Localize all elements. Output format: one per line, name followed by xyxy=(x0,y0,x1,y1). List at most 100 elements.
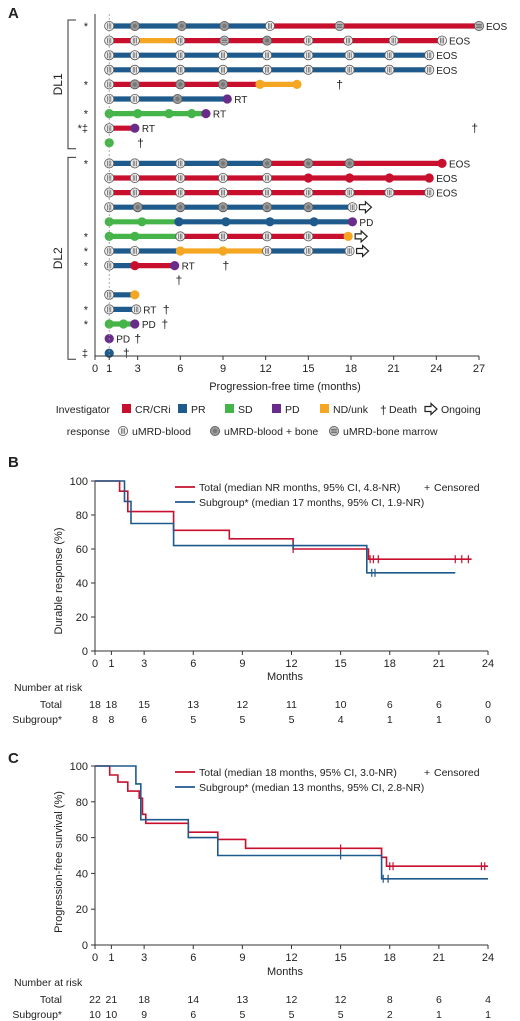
swim-marker-4-1 xyxy=(129,79,140,90)
swimmer-end-label: RT xyxy=(182,262,195,273)
panelB-risk-value: 8 xyxy=(92,714,98,726)
panelB-risk-value: 15 xyxy=(138,699,150,711)
panel-a-xtick-label: 3 xyxy=(135,363,141,375)
panel-b-ylabel: Durable response (%) xyxy=(53,528,65,635)
swim-marker-4-5 xyxy=(292,79,302,89)
panelC-risk-value: 10 xyxy=(106,1009,118,1021)
swim-marker-13-5 xyxy=(309,217,319,227)
panelC-ytick-label: 100 xyxy=(70,761,88,773)
panel-a-legend: Investigator response CR/CRi PR SD PD ND/unk † D… xyxy=(56,402,481,438)
swim-marker-legend-blood xyxy=(118,425,129,436)
panelC-risk-value: 4 xyxy=(485,994,491,1006)
panelB-xtick-label: 0 xyxy=(92,658,98,670)
legend-swatch-pd xyxy=(272,404,281,413)
swim-marker-6-3 xyxy=(187,109,197,119)
swimmer-row: EOS xyxy=(104,35,470,48)
panelC-ytick-label: 20 xyxy=(76,904,88,916)
swim-marker-7-1 xyxy=(130,123,140,133)
swimmer-row: PD xyxy=(104,217,373,229)
swim-marker-13-3 xyxy=(221,217,231,227)
death-dagger: † xyxy=(471,121,478,135)
swim-marker-2-7 xyxy=(384,50,395,61)
swim-marker-1-7 xyxy=(388,35,399,46)
legend-label-cr: CR/CRi xyxy=(135,404,171,416)
swim-marker-11-1 xyxy=(129,187,140,198)
swim-marker-11-6 xyxy=(344,187,355,198)
row-marker: * xyxy=(84,246,89,258)
swim-marker-3-8 xyxy=(424,64,435,75)
swimmer-end-label: RT xyxy=(234,95,247,106)
swim-marker-11-2 xyxy=(175,187,186,198)
death-dagger: † xyxy=(336,77,343,91)
panelC-censored-symbol: + xyxy=(424,767,430,779)
swim-marker-6-1 xyxy=(133,109,143,119)
swim-marker-15-5 xyxy=(303,245,314,256)
panelC-ytick-label: 80 xyxy=(76,797,88,809)
panelB-xtick-label: 9 xyxy=(239,658,245,670)
swim-marker-1-0 xyxy=(104,35,115,46)
legend-label-sd: SD xyxy=(238,404,253,416)
panel-a-xtick-label: 27 xyxy=(473,363,485,375)
panelC-risk-title: Number at risk xyxy=(14,977,83,989)
swim-marker-16-2 xyxy=(170,261,180,271)
group-bracket-0 xyxy=(67,19,76,150)
row-marker: * xyxy=(84,231,89,243)
legend-swatch-nd xyxy=(320,404,329,413)
group-bracket-1 xyxy=(67,156,76,360)
legend-death-label: Death xyxy=(389,404,417,416)
panel-a-xtick-label: 18 xyxy=(345,363,357,375)
panelC-xtick-label: 15 xyxy=(335,952,347,964)
panelC-ytick-label: 0 xyxy=(82,940,88,952)
panelB-ytick-label: 100 xyxy=(70,476,88,488)
panelC-xtick-label: 1 xyxy=(108,952,114,964)
swimmer-row: RT † * xyxy=(84,259,229,273)
swim-marker-10-2 xyxy=(175,172,186,183)
swim-marker-15-2 xyxy=(175,246,185,256)
swim-marker-2-6 xyxy=(344,50,355,61)
swim-marker-15-3 xyxy=(218,246,228,256)
panelB-xtick-label: 3 xyxy=(141,658,147,670)
swimmer-row: RT † * xyxy=(84,302,170,316)
panelC-ytick-label: 60 xyxy=(76,833,88,845)
swim-marker-18-1 xyxy=(130,290,140,300)
swimmer-end-label: RT xyxy=(213,110,226,121)
panelC-xtick-label: 9 xyxy=(239,952,245,964)
legend-title-1: Investigator xyxy=(56,404,111,416)
swim-marker-1-5 xyxy=(303,35,314,46)
swim-marker-13-0 xyxy=(104,217,114,227)
panel-a-xtick-label: 9 xyxy=(220,363,226,375)
panelC-xtick-label: 6 xyxy=(190,952,196,964)
panelB-ytick-label: 40 xyxy=(76,578,88,590)
panelC-xtick-label: 18 xyxy=(384,952,396,964)
legend-ongoing-arrow xyxy=(424,402,438,416)
panel-a-xtick-label: 12 xyxy=(260,363,272,375)
swimmer-end-label: EOS xyxy=(436,189,457,200)
swim-marker-15-1 xyxy=(129,245,140,256)
swim-marker-2-2 xyxy=(175,50,186,61)
panelC-risk-value: 5 xyxy=(239,1009,245,1021)
swim-marker-9-7 xyxy=(437,158,447,168)
group-label-dl2: DL2 xyxy=(51,247,65,269)
death-dagger: † xyxy=(161,317,168,331)
panelC-risk-value: 8 xyxy=(387,994,393,1006)
swimmer-end-label: EOS xyxy=(436,51,457,62)
swim-marker-1-3 xyxy=(219,35,230,46)
swim-marker-6-4 xyxy=(201,109,211,119)
swim-marker-2-4 xyxy=(262,50,273,61)
panelB-risk-row-label: Subgroup* xyxy=(12,714,62,726)
panelB-risk-value: 11 xyxy=(286,699,297,711)
swim-marker-3-1 xyxy=(129,64,140,75)
ongoing-arrow xyxy=(354,229,369,244)
panelC-legend-label-subgroup: Subgroup* (median 13 months, 95% CI, 2.8… xyxy=(199,782,424,794)
swimmer-end-label: EOS xyxy=(449,159,470,170)
swim-marker-0-5 xyxy=(334,20,345,31)
panelC-risk-value: 14 xyxy=(187,994,199,1006)
swim-marker-13-6 xyxy=(347,217,358,227)
panel-c-letter: C xyxy=(8,750,19,767)
swim-marker-0-2 xyxy=(176,20,187,31)
swim-marker-13-4 xyxy=(265,217,275,227)
panelB-risk-value: 18 xyxy=(89,699,101,711)
swimmer-row xyxy=(104,289,140,300)
